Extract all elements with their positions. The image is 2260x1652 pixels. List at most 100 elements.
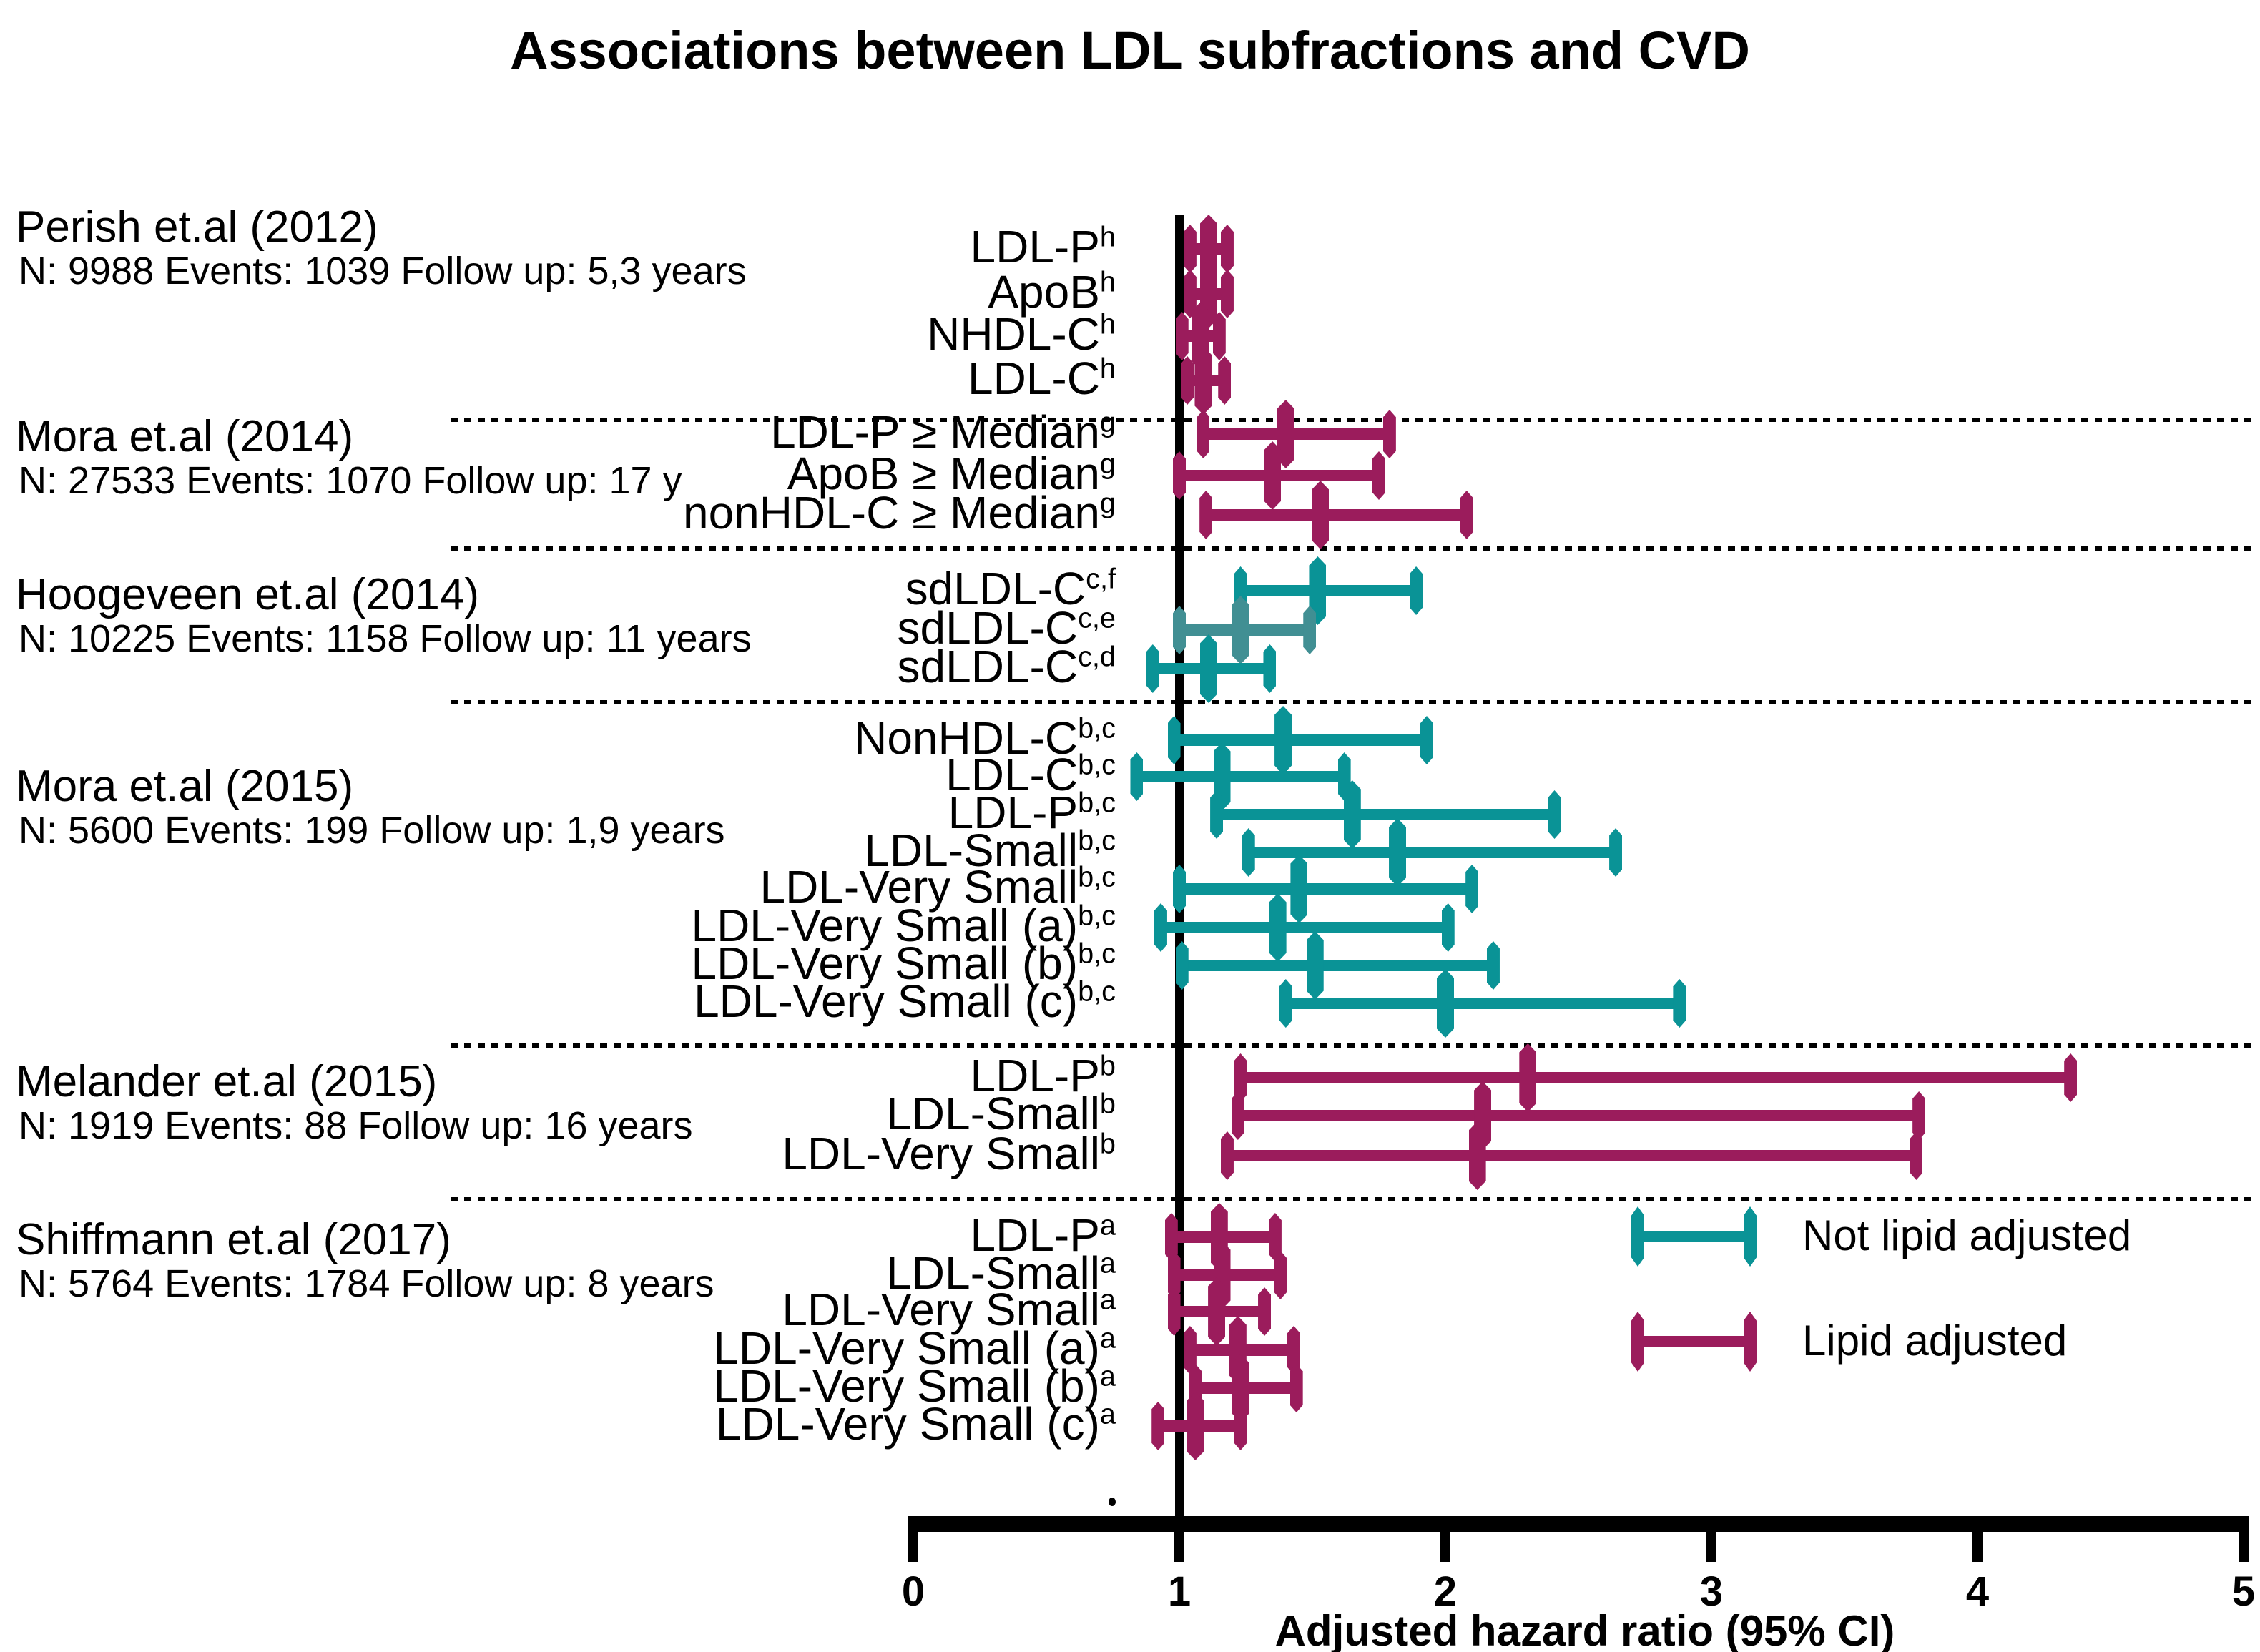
x-axis-tick (1972, 1532, 1983, 1562)
ci-interval-bar (1240, 1072, 2071, 1083)
row-label: LDL-Cb,c (945, 749, 1116, 800)
point-estimate-marker (1199, 634, 1217, 703)
ci-whisker-cap (1218, 356, 1232, 405)
study-name: Mora et.al (2014) (16, 412, 354, 461)
ci-whisker-cap (1609, 828, 1623, 877)
ci-whisker-cap (1154, 903, 1167, 952)
ci-interval-bar (1160, 922, 1448, 933)
study-info: N: 10225 Events: 1158 Follow up: 11 year… (19, 617, 752, 660)
point-estimate-marker (1437, 969, 1454, 1038)
row-label: nonHDL-C ≥ Mediang (682, 487, 1116, 539)
point-estimate-marker (1269, 893, 1287, 962)
x-axis-tick (1706, 1532, 1716, 1562)
x-axis-tick-label: 4 (1965, 1568, 1990, 1615)
ci-whisker-cap (1167, 716, 1181, 764)
point-estimate-marker (1312, 481, 1330, 549)
row-label-superscript: b,c (1078, 749, 1116, 781)
ci-whisker-cap (1173, 451, 1186, 500)
point-estimate-marker (1389, 818, 1407, 887)
ci-whisker-cap (1673, 979, 1686, 1028)
row-label: NonHDL-Cb,c (854, 712, 1116, 764)
point-estimate-marker (1343, 780, 1361, 849)
ci-interval-bar (1217, 809, 1555, 820)
row-label: LDL-Ch (967, 353, 1116, 404)
ci-whisker-cap (1231, 1091, 1244, 1140)
x-axis-tick-label: 5 (2231, 1568, 2256, 1615)
row-label-superscript: c,e (1078, 602, 1116, 634)
study-separator-line (451, 418, 2256, 422)
ci-interval-bar (1203, 428, 1390, 440)
ci-whisker-cap (1548, 790, 1561, 839)
row-label: LDL-Very Small (a)a (713, 1322, 1116, 1374)
row-label: LDL-Smallb,c (864, 825, 1116, 876)
legend-beam-cap (1631, 1312, 1644, 1372)
row-label: ApoB ≥ Mediang (787, 448, 1116, 499)
point-estimate-marker (1468, 1121, 1486, 1190)
study-name: Mora et.al (2015) (16, 762, 354, 811)
row-label-superscript: b,c (1078, 938, 1116, 970)
ci-whisker-cap (1210, 790, 1224, 839)
x-axis-tick-label: 1 (1167, 1568, 1192, 1615)
x-axis-tick-label: 3 (1699, 1568, 1724, 1615)
ci-whisker-cap (1220, 225, 1234, 273)
ci-whisker-cap (1212, 312, 1226, 360)
ci-whisker-cap (1167, 1251, 1181, 1299)
ci-whisker-cap (1183, 225, 1197, 273)
study-name: Melander et.al (2015) (16, 1057, 438, 1106)
point-estimate-marker (1186, 1392, 1204, 1460)
row-label-superscript: a (1099, 1322, 1116, 1354)
row-label-superscript: b (1099, 1128, 1116, 1160)
row-label: sdLDL-Cc,e (897, 602, 1116, 654)
row-label: LDL-Very Small (b)b,c (691, 938, 1116, 989)
row-label-superscript: a (1099, 1398, 1116, 1430)
ci-whisker-cap (1234, 1402, 1247, 1450)
row-label-superscript: g (1099, 406, 1116, 438)
row-label: sdLDL-Cc,f (905, 563, 1116, 614)
ci-whisker-cap (1910, 1131, 1923, 1180)
ci-whisker-cap (1181, 356, 1194, 405)
legend-beam-cap (1744, 1206, 1757, 1267)
row-label-superscript: b (1099, 1088, 1116, 1120)
ci-whisker-cap (1130, 752, 1144, 801)
legend-beam (1638, 1231, 1750, 1242)
ci-whisker-cap (1441, 903, 1455, 952)
point-estimate-marker (1194, 346, 1212, 415)
study-separator-line (451, 1043, 2256, 1048)
legend-beam-cap (1631, 1206, 1644, 1267)
study-separator-line (451, 546, 2256, 551)
row-label-superscript: c,f (1086, 563, 1116, 595)
point-estimate-marker (1519, 1043, 1537, 1112)
x-axis-tick-label: 2 (1433, 1568, 1458, 1615)
ci-whisker-cap (1199, 491, 1213, 539)
ci-interval-bar (1136, 771, 1345, 782)
row-label: LDL-Very Small (c)b,c (694, 975, 1116, 1027)
row-label-superscript: g (1099, 487, 1116, 519)
x-axis-tick (2239, 1532, 2249, 1562)
row-label-superscript: a (1099, 1247, 1116, 1279)
ci-whisker-cap (1173, 606, 1186, 654)
ci-whisker-cap (1372, 451, 1385, 500)
row-label: sdLDL-Cc,d (897, 641, 1116, 692)
row-label-superscript: b,c (1078, 861, 1116, 893)
legend-label: Lipid adjusted (1802, 1317, 2068, 1365)
ci-whisker-cap (1220, 1131, 1234, 1180)
study-info: N: 9988 Events: 1039 Follow up: 5,3 year… (19, 250, 747, 292)
ci-whisker-cap (1465, 865, 1479, 913)
row-label: LDL-Pa (970, 1209, 1116, 1261)
ci-whisker-cap (1164, 1213, 1178, 1262)
point-estimate-marker (1306, 931, 1324, 1000)
ci-whisker-cap (1486, 941, 1500, 990)
ci-whisker-cap (1220, 270, 1234, 318)
row-label: LDL-Very Small (c)a (715, 1398, 1116, 1450)
ci-interval-bar (1181, 960, 1493, 971)
ci-whisker-cap (1183, 270, 1197, 318)
ci-whisker-cap (1912, 1091, 1926, 1140)
ci-whisker-cap (1173, 865, 1186, 913)
study-name: Perish et.al (2012) (16, 202, 378, 252)
row-label-superscript: a (1099, 1209, 1116, 1242)
row-label-superscript: a (1099, 1360, 1116, 1392)
ci-whisker-cap (1175, 941, 1189, 990)
study-name: Hoogeveen et.al (2014) (16, 570, 480, 619)
row-label-superscript: b,c (1078, 712, 1116, 744)
